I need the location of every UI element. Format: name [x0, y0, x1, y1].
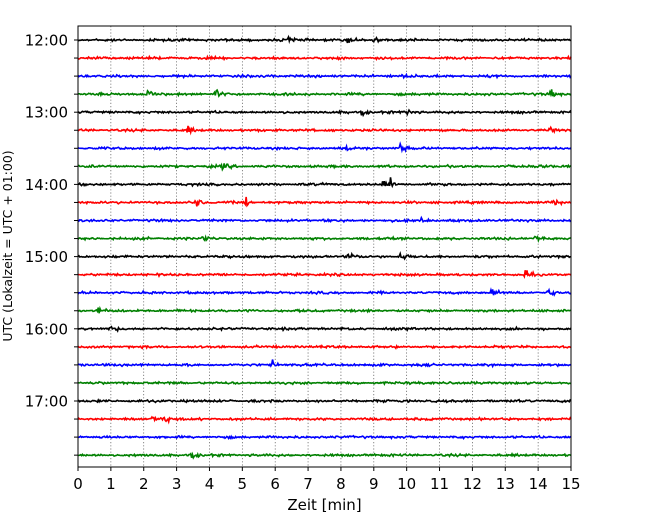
y-tick-label: 16:00 — [25, 320, 68, 338]
x-tick-label: 6 — [270, 475, 280, 493]
trace-1715 — [77, 415, 572, 425]
trace-1515 — [77, 270, 572, 280]
y-tick-label: 15:00 — [25, 248, 68, 266]
y-axis-label: UTC (Lokalzeit = UTC + 01:00) — [0, 150, 15, 341]
trace-1330 — [77, 141, 572, 154]
trace-1700 — [77, 398, 572, 404]
x-tick-label: 15 — [561, 475, 580, 493]
x-tick-label: 10 — [397, 475, 416, 493]
x-tick-label: 12 — [463, 475, 482, 493]
y-tick-label: 17:00 — [25, 393, 68, 411]
y-tick-label: 12:00 — [25, 32, 68, 50]
trace-1545 — [77, 305, 572, 314]
x-tick-label: 14 — [529, 475, 548, 493]
trace-1430 — [77, 215, 572, 224]
x-tick-label: 4 — [205, 475, 215, 493]
traces — [77, 34, 572, 460]
x-tick-label: 13 — [496, 475, 515, 493]
trace-1400 — [77, 177, 572, 189]
x-tick-label: 1 — [106, 475, 116, 493]
trace-1215 — [77, 54, 572, 62]
trace-1415 — [77, 196, 572, 208]
x-tick-label: 5 — [238, 475, 248, 493]
trace-1730 — [77, 434, 572, 441]
x-tick-label: 0 — [73, 475, 83, 493]
trace-1630 — [77, 359, 572, 369]
y-axis-ticks: 12:00 13:00 14:00 15:00 16:00 17:00 — [25, 32, 78, 456]
trace-1600 — [77, 325, 572, 333]
trace-1745 — [77, 451, 572, 460]
x-tick-label: 11 — [430, 475, 449, 493]
trace-1530 — [77, 287, 572, 297]
trace-1300 — [77, 108, 572, 118]
x-tick-label: 3 — [172, 475, 182, 493]
y-tick-label: 14:00 — [25, 176, 68, 194]
trace-1345 — [77, 162, 572, 172]
x-tick-label: 7 — [303, 475, 313, 493]
trace-1500 — [77, 251, 572, 261]
plot-frame — [77, 25, 572, 468]
trace-1615 — [77, 343, 572, 350]
x-axis-label: Zeit [min] — [287, 496, 361, 514]
y-tick-label: 13:00 — [25, 104, 68, 122]
trace-1245 — [77, 88, 572, 98]
trace-1445 — [77, 234, 572, 244]
x-axis-ticks: 0 1 2 3 4 5 6 7 8 9 10 11 12 13 14 15 — [73, 467, 581, 493]
trace-1645 — [77, 380, 572, 386]
x-tick-label: 9 — [369, 475, 379, 493]
x-tick-label: 8 — [336, 475, 346, 493]
trace-1200 — [77, 34, 572, 45]
trace-1315 — [77, 125, 572, 136]
trace-1230 — [77, 72, 572, 80]
x-tick-label: 2 — [139, 475, 149, 493]
